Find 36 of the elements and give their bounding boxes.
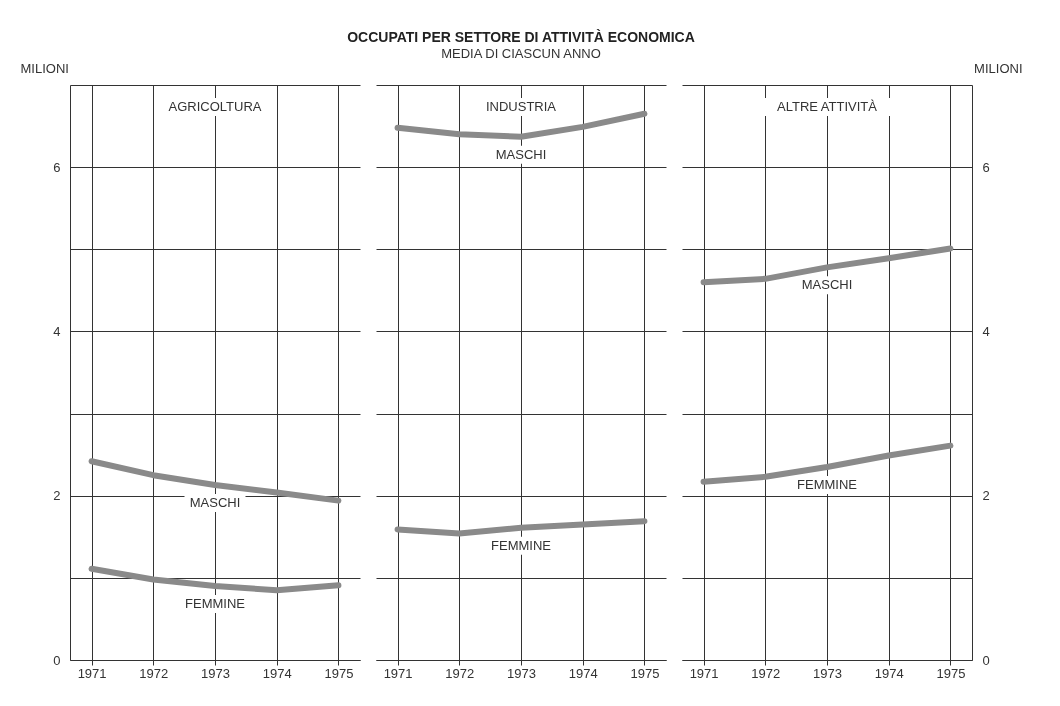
- y-tick-label: 2: [53, 488, 61, 504]
- y2-tick-label: 0: [982, 652, 990, 668]
- series-label: MASCHI: [189, 495, 241, 511]
- annotation: INDUSTRIA: [485, 99, 557, 114]
- annotation: ALTRE ATTIVITÀ: [777, 99, 878, 114]
- x-tick-label: 1974: [568, 665, 598, 681]
- chart-title: OCCUPATI PER SETTORE DI ATTIVITÀ ECONOMICA: [347, 29, 695, 45]
- x-tick-label: 1973: [201, 665, 230, 681]
- series-label: MASCHI: [801, 277, 853, 293]
- x-tick-label: 1975: [324, 665, 354, 681]
- x-tick-label: 1973: [813, 665, 842, 681]
- x-tick-label: 1975: [630, 665, 660, 681]
- y2-tick-label: 6: [982, 159, 990, 175]
- x-tick-label: 1974: [262, 665, 292, 681]
- x-tick-label: 1971: [383, 665, 413, 681]
- annotation: AGRICOLTURA: [168, 99, 262, 114]
- y2-tick-label: 4: [982, 323, 990, 339]
- chart-subtitle: MEDIA DI CIASCUN ANNO: [441, 46, 601, 61]
- y-axis-title: MILIONI: [20, 60, 69, 76]
- y2-tick-label: 2: [982, 488, 990, 504]
- series-label: FEMMINE: [185, 596, 246, 612]
- x-tick-label: 1974: [874, 665, 904, 681]
- x-tick-label: 1973: [507, 665, 536, 681]
- series-label: FEMMINE: [797, 476, 858, 492]
- y-tick-label: 0: [53, 652, 61, 668]
- x-tick-label: 1971: [77, 665, 107, 681]
- series-label: FEMMINE: [491, 537, 552, 553]
- y2-axis-title: MILIONI: [974, 60, 1023, 76]
- x-tick-label: 1971: [689, 665, 719, 681]
- series-label: MASCHI: [495, 146, 547, 162]
- x-tick-label: 1972: [139, 665, 169, 681]
- x-tick-label: 1972: [751, 665, 781, 681]
- y-tick-label: 4: [53, 323, 61, 339]
- x-tick-label: 1972: [445, 665, 475, 681]
- y-tick-label: 6: [53, 159, 61, 175]
- x-tick-label: 1975: [936, 665, 966, 681]
